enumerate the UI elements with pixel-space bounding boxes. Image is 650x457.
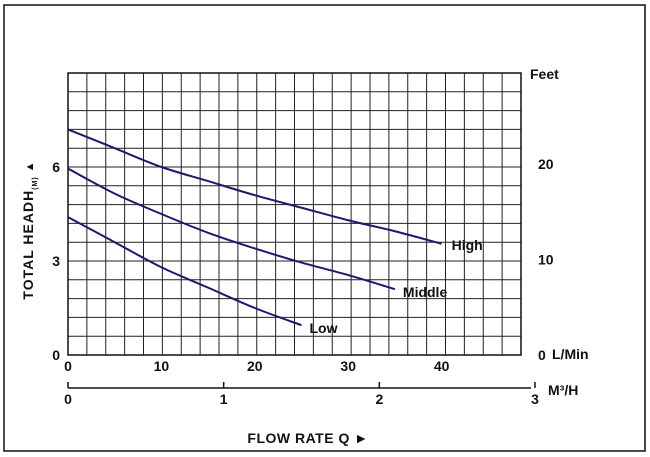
x2-unit-label: M³/H [548, 382, 578, 398]
y-tick-label: 3 [52, 253, 60, 269]
x2-tick-label: 2 [375, 391, 383, 407]
x-tick-label: 40 [434, 358, 450, 374]
curve-low [67, 216, 302, 327]
curve-middle [67, 167, 396, 291]
y-axis-title-unit: (M) [32, 176, 39, 190]
y2-tick-label: 0 [538, 347, 546, 363]
curves [67, 128, 442, 327]
y-axis-title-main: TOTAL HEADH [20, 190, 36, 300]
grid [68, 73, 521, 355]
y-axis-title: TOTAL HEADH(M) ▲ [20, 160, 39, 299]
x-tick-label: 10 [154, 358, 170, 374]
x-tick-label: 30 [340, 358, 356, 374]
y2-axis-title: Feet [530, 66, 559, 82]
labels: High Middle Low [310, 237, 483, 336]
x2-tick-label: 1 [220, 391, 228, 407]
plot-border [67, 72, 522, 356]
series-label-low: Low [310, 320, 338, 336]
outer-border [3, 4, 646, 452]
svg-text:TOTAL HEADH(M)▲: TOTAL HEADH(M) ▲ [20, 160, 39, 299]
x-unit-label: L/Min [552, 346, 589, 362]
x-tick-label: 20 [247, 358, 263, 374]
x2-tick-label: 0 [64, 391, 72, 407]
x-axis-title: FLOW RATE Q ► [247, 430, 368, 446]
y-tick-label: 6 [52, 159, 60, 175]
x-tick-label: 0 [64, 358, 72, 374]
series-label-high: High [452, 237, 483, 253]
axes: 0 10 20 30 40 0 3 6 0 10 20 L/Min 0 1 2 3 M³/H [52, 156, 588, 407]
y-tick-label: 0 [52, 347, 60, 363]
y2-tick-label: 20 [538, 156, 554, 172]
x2-tick-label: 3 [531, 391, 539, 407]
series-label-middle: Middle [403, 284, 448, 300]
y-axis-title-arrow: ▲ [24, 160, 36, 172]
y2-tick-label: 10 [538, 251, 554, 267]
curve-high [67, 128, 442, 245]
